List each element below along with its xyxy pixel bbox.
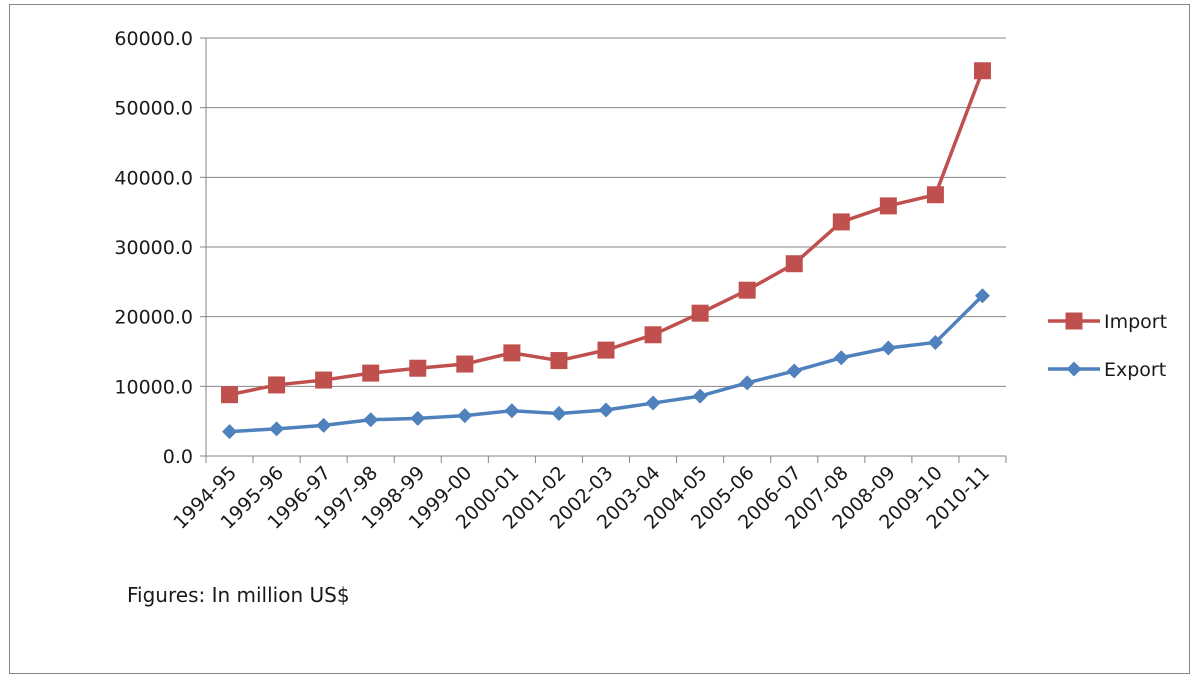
legend-import-marker xyxy=(1065,312,1083,330)
units-note: Figures: In million US$ xyxy=(127,583,350,607)
y-tick-label: 50000.0 xyxy=(114,98,193,120)
y-tick-label: 30000.0 xyxy=(114,237,193,259)
series-lines xyxy=(221,62,991,440)
import-point xyxy=(315,371,333,389)
import-point xyxy=(597,341,615,359)
export-point xyxy=(457,408,473,424)
export-point xyxy=(269,421,285,437)
y-axis-ticks: 0.0 10000.0 20000.0 30000.0 40000.0 50000.0 60… xyxy=(114,28,193,468)
y-tick-label: 40000.0 xyxy=(114,167,193,189)
legend-import-label: Import xyxy=(1104,311,1167,333)
import-point xyxy=(644,326,662,344)
export-point xyxy=(504,403,520,419)
export-point xyxy=(786,363,802,379)
axes xyxy=(200,37,1007,463)
import-point xyxy=(926,186,944,204)
x-axis-ticks: 1994-951995-961996-971997-981998-991999-… xyxy=(169,462,994,534)
legend-export-marker xyxy=(1066,361,1082,377)
export-point xyxy=(316,417,332,433)
export-point xyxy=(598,402,614,418)
import-point xyxy=(738,281,756,299)
y-tick-label: 60000.0 xyxy=(114,28,193,50)
import-point xyxy=(691,304,709,322)
import-point xyxy=(550,352,568,370)
chart-frame: 0.0 10000.0 20000.0 30000.0 40000.0 50000.0 60… xyxy=(9,4,1190,674)
import-point xyxy=(832,213,850,231)
legend: Import Export xyxy=(1048,311,1167,381)
export-point xyxy=(363,412,379,428)
export-point xyxy=(974,288,990,304)
y-tick-label: 10000.0 xyxy=(114,376,193,398)
export-point xyxy=(222,424,238,440)
line-chart: 0.0 10000.0 20000.0 30000.0 40000.0 50000.0 60… xyxy=(114,28,1167,607)
export-point xyxy=(645,395,661,411)
import-point xyxy=(503,344,521,362)
import-point xyxy=(879,197,897,215)
export-point xyxy=(880,340,896,356)
import-point xyxy=(409,359,427,377)
import-point xyxy=(456,355,474,373)
export-point xyxy=(927,334,943,350)
import-point xyxy=(973,62,991,80)
export-point xyxy=(833,350,849,366)
export-point xyxy=(551,406,567,422)
legend-export-label: Export xyxy=(1104,359,1166,381)
y-tick-label: 20000.0 xyxy=(114,307,193,329)
export-point xyxy=(739,375,755,391)
gridlines xyxy=(206,37,1006,457)
y-tick-label: 0.0 xyxy=(163,446,193,468)
import-point xyxy=(268,376,286,394)
import-point xyxy=(785,255,803,273)
import-point xyxy=(362,364,380,382)
import-point xyxy=(221,386,239,404)
export-point xyxy=(410,410,426,426)
export-point xyxy=(692,388,708,404)
